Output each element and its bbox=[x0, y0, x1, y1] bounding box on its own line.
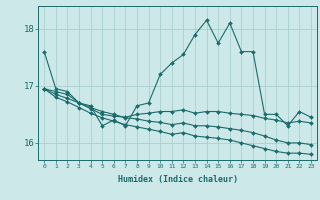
X-axis label: Humidex (Indice chaleur): Humidex (Indice chaleur) bbox=[118, 175, 238, 184]
